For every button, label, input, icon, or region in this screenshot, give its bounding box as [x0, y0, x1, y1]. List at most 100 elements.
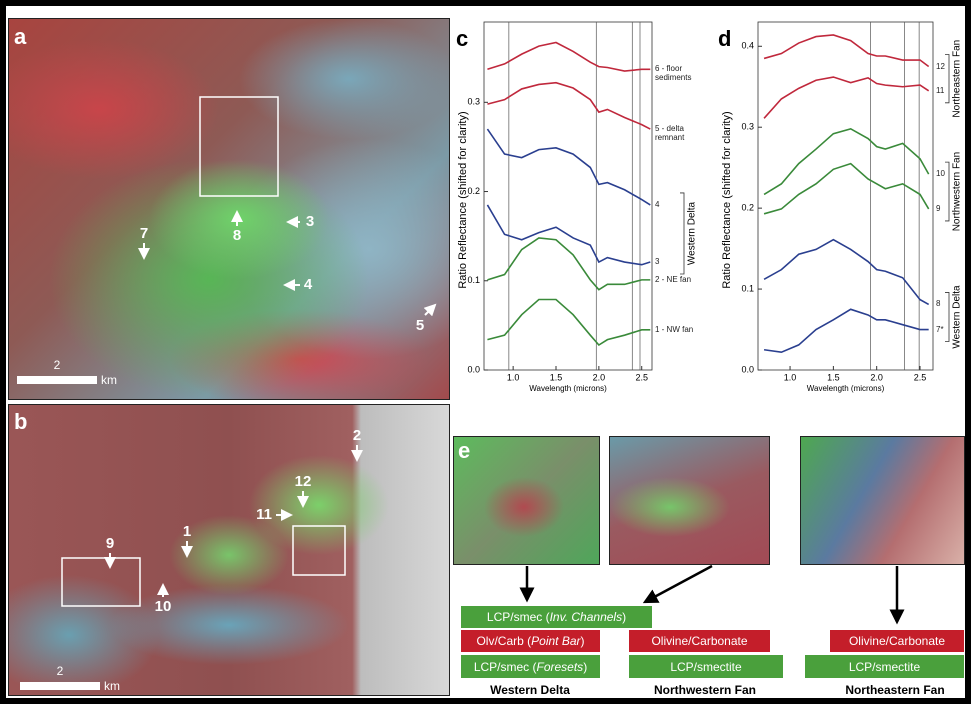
group-label: Northwestern Fan [952, 152, 963, 231]
mineral-box: Olivine/Carbonate [629, 630, 770, 652]
arrow-label: 10 [155, 598, 172, 615]
arrow-label: 3 [306, 213, 314, 230]
y-axis-label: Ratio Reflectance (shifted for clarity) [721, 111, 733, 288]
mineral-box: LCP/smectite [629, 655, 783, 678]
mineral-box: LCP/smec (Foresets) [461, 655, 600, 678]
arrow-label: 8 [233, 227, 241, 244]
group-label: Western Delta [952, 285, 963, 349]
spectrum-line [487, 43, 650, 72]
spectrum-line [487, 238, 650, 290]
plot-frame [758, 22, 933, 370]
panel-letter: d [718, 26, 731, 51]
x-tick-label: 2.5 [635, 372, 648, 382]
scale-unit: km [104, 679, 120, 693]
series-label: 12 [936, 62, 956, 71]
arrow-label: 4 [304, 276, 313, 293]
column-label: Northwestern Fan [615, 683, 795, 697]
spectrum-line [764, 77, 929, 118]
mineral-text: ) [581, 634, 585, 648]
series-label: 7* [936, 325, 956, 334]
x-tick-label: 1.5 [550, 372, 563, 382]
y-tick-label: 0.1 [467, 275, 480, 285]
spectrum-line [487, 205, 650, 265]
y-tick-label: 0.4 [741, 41, 754, 51]
box [200, 97, 278, 196]
arrow-label: 9 [106, 535, 114, 552]
y-tick-label: 0.2 [741, 203, 754, 213]
mineral-text: LCP/smectite [670, 660, 741, 674]
box [293, 526, 345, 575]
arrow-label: 1 [183, 523, 191, 540]
spectrum-line [764, 240, 929, 305]
mineral-box: LCP/smec (Inv. Channels) [461, 606, 652, 628]
panel-letter: b [14, 409, 27, 434]
y-tick-label: 0.3 [741, 122, 754, 132]
x-tick-label: 2.0 [593, 372, 606, 382]
spectrum-line [764, 164, 929, 214]
mineral-text: LCP/smec ( [487, 610, 550, 624]
arrow-label: 7 [140, 225, 148, 242]
scale-bar [17, 376, 97, 384]
scale-value: 2 [54, 358, 61, 372]
mineral-text: ) [583, 660, 587, 674]
spectrum-line [764, 309, 929, 352]
scale-bar [20, 682, 100, 690]
arrow-label: 2 [353, 427, 361, 444]
y-tick-label: 0.2 [467, 186, 480, 196]
mineral-text: Olivine/Carbonate [849, 634, 945, 648]
group-label: Western Delta [687, 201, 698, 265]
mineral-text: Foresets [537, 660, 584, 674]
x-tick-label: 1.5 [827, 372, 840, 382]
series-label: 8 [936, 299, 956, 308]
mineral-text: Olv/Carb ( [476, 634, 531, 648]
mineral-text: LCP/smec ( [474, 660, 537, 674]
arrow-label: 11 [256, 506, 272, 523]
mineral-text: LCP/smectite [849, 660, 920, 674]
series-label: 5 - delta remnant [655, 124, 701, 142]
arrow-label: 12 [295, 473, 312, 490]
series-label: 2 - NE fan [655, 275, 701, 284]
column-label: Northeastern Fan [805, 683, 971, 697]
image-arrows [110, 212, 435, 597]
series-label: 10 [936, 169, 956, 178]
y-tick-label: 0.3 [467, 97, 480, 107]
image-boxes [62, 97, 345, 606]
panel-letter: e [458, 438, 470, 463]
group-label: Northeastern Fan [952, 40, 963, 118]
mineral-box: Olivine/Carbonate [830, 630, 964, 652]
y-axis-label: Ratio Reflectance (shifted for clarity) [457, 111, 469, 288]
mineral-text: ) [622, 610, 626, 624]
arrow [425, 305, 435, 315]
panel-letter: c [456, 26, 468, 51]
arrow-labels: 7 8 3 4 5 2 12 11 1 9 10 [106, 213, 424, 615]
x-tick-label: 1.0 [784, 372, 797, 382]
panel-letter: a [14, 24, 27, 49]
x-axis-label: Wavelength (microns) [529, 384, 607, 393]
y-tick-label: 0.1 [741, 283, 754, 293]
mineral-text: Inv. Channels [550, 610, 623, 624]
x-tick-label: 2.5 [914, 372, 927, 382]
series-label: 1 - NW fan [655, 325, 701, 334]
spectrum-line [764, 35, 929, 67]
x-tick-label: 1.0 [507, 372, 520, 382]
box [62, 558, 140, 606]
series-label: 3 [655, 257, 701, 266]
figure: 7 8 3 4 5 2 12 11 1 9 10 a b e 2 km 2 km… [0, 0, 971, 704]
panel-letters: a b e [14, 24, 470, 463]
mineral-box: Olv/Carb (Point Bar) [461, 630, 600, 652]
y-tick-label: 0.0 [467, 364, 480, 374]
mineral-text: Olivine/Carbonate [651, 634, 747, 648]
spectrum-line [487, 129, 650, 205]
series-label: 6 - floor sediments [655, 64, 701, 82]
y-tick-label: 0.0 [741, 364, 754, 374]
overlay: 7 8 3 4 5 2 12 11 1 9 10 a b e 2 km 2 km… [0, 0, 971, 704]
series-label: 9 [936, 204, 956, 213]
column-label: Western Delta [440, 683, 620, 697]
spectrum-line [487, 83, 650, 129]
spectrum-line [487, 300, 650, 346]
series-label: 4 [655, 200, 701, 209]
scale-value: 2 [57, 664, 64, 678]
x-tick-label: 2.0 [870, 372, 883, 382]
mineral-text: Point Bar [531, 634, 580, 648]
mineral-box: LCP/smectite [805, 655, 964, 678]
